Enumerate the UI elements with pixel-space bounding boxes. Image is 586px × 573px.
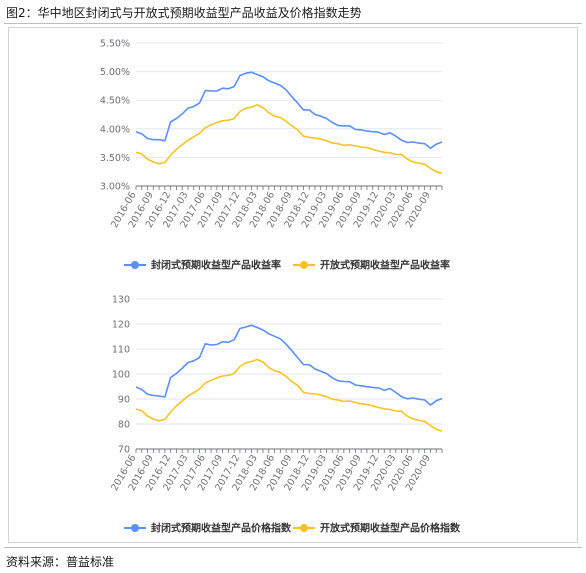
y-tick-label: 5.00% [100,67,130,78]
series-line-open [135,104,443,175]
legend-label: 开放式预期收益型产品收益率 [320,259,450,272]
y-tick-label: 70 [118,445,130,456]
y-tick-label: 3.50% [100,153,130,164]
y-tick-label: 80 [118,420,130,431]
price-index-line-chart: 7080901001101201302016-062016-092016-122… [109,295,461,535]
y-tick-label: 4.50% [100,96,130,107]
chart-panel: 3.00% 3.50% 4.00% 4.50% 5.00% 5.50% 2016-06 201… [8,27,578,543]
series-line-open [135,358,443,432]
yield-line-chart: 3.00%3.50%4.00%4.50%5.00%5.50%2016-06201… [100,39,450,272]
legend-label: 封闭式预期收益型产品收益率 [151,259,281,272]
source-divider [4,547,582,548]
legend-marker [300,524,308,532]
y-tick-label: 110 [112,345,130,356]
source-note: 资料来源：普益标准 [6,555,115,569]
y-tick-label: 5.50% [100,39,130,50]
title-divider [4,23,582,24]
y-tick-label: 3.00% [100,182,130,193]
y-tick-label: 4.00% [100,124,130,135]
y-tick-label: 120 [112,320,130,331]
figure-title: 图2：华中地区封闭式与开放式预期收益型产品收益及价格指数走势 [6,6,362,20]
series-line-closed [135,71,443,149]
y-tick-label: 100 [112,370,130,381]
legend-label: 开放式预期收益型产品价格指数 [320,522,461,535]
legend-marker [131,261,139,269]
legend-marker [300,261,308,269]
y-tick-label: 130 [112,295,130,306]
series-line-closed [135,324,443,406]
y-tick-label: 90 [118,395,130,406]
legend-label: 封闭式预期收益型产品价格指数 [151,522,292,535]
legend-marker [131,524,139,532]
